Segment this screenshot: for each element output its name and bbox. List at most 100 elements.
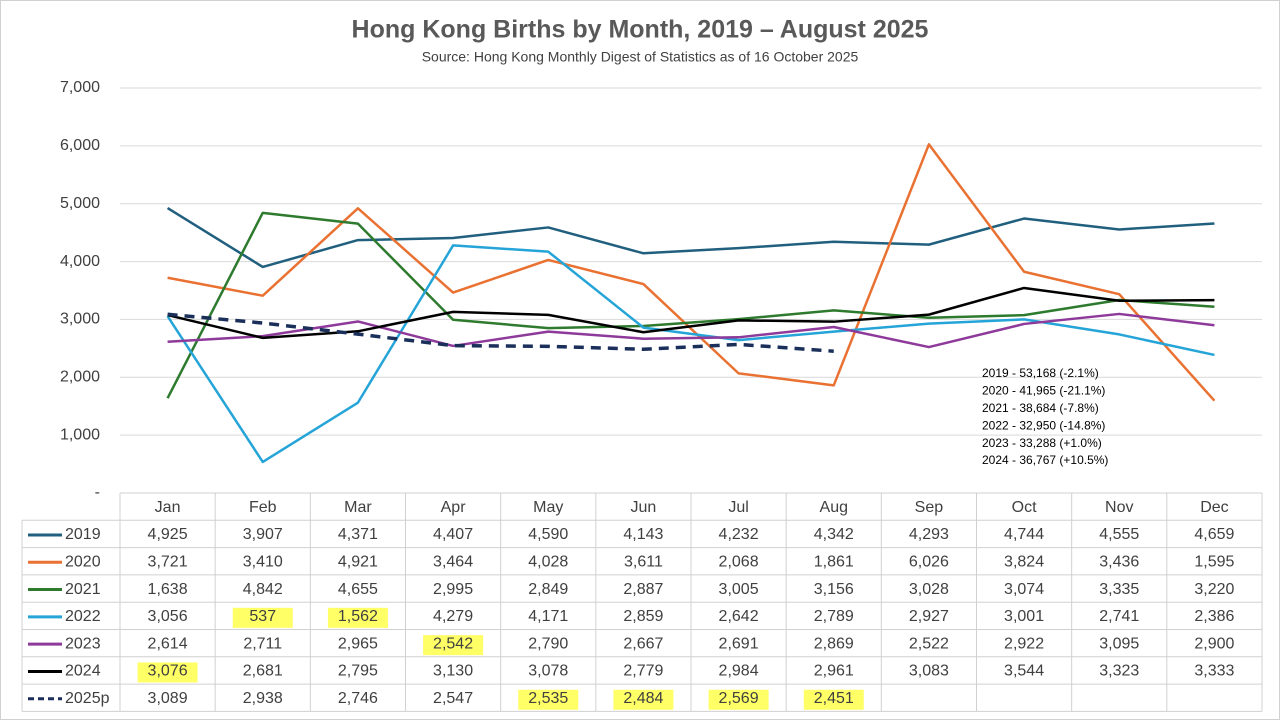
x-tick-label: Mar — [344, 499, 372, 516]
table-cell: 2,741 — [1099, 608, 1139, 625]
table-cell: 3,083 — [909, 663, 949, 680]
table-cell: 2,869 — [814, 635, 854, 652]
table-cell: 3,464 — [433, 553, 473, 570]
table-cell: 3,001 — [1004, 608, 1044, 625]
cell-highlight — [327, 607, 388, 628]
table-cell: 2,484 — [623, 690, 663, 707]
table-cell: 2,667 — [623, 635, 663, 652]
table-cell: 4,842 — [243, 581, 283, 598]
table-cell: 2,522 — [909, 635, 949, 652]
table-cell: 4,925 — [148, 526, 188, 543]
table-cell: 4,028 — [528, 553, 568, 570]
table-cell: 4,555 — [1099, 526, 1139, 543]
table-cell: 2,849 — [528, 581, 568, 598]
table-cell: 4,407 — [433, 526, 473, 543]
annotation: 2022 - 32,950 (-14.8%) — [982, 418, 1105, 432]
table-cell: 4,279 — [433, 608, 473, 625]
x-tick-label: Oct — [1012, 499, 1037, 516]
table-cell: 3,076 — [148, 663, 188, 680]
table-cell: 3,089 — [148, 690, 188, 707]
table-cell: 3,323 — [1099, 663, 1139, 680]
x-tick-label: Dec — [1200, 499, 1228, 516]
table-cell: 3,333 — [1194, 663, 1234, 680]
cell-highlight — [232, 607, 293, 628]
table-cell: 2,451 — [814, 690, 854, 707]
table-cell: 6,026 — [909, 553, 949, 570]
annotation: 2021 - 38,684 (-7.8%) — [982, 401, 1099, 415]
table-cell: 2,927 — [909, 608, 949, 625]
annotation: 2020 - 41,965 (-21.1%) — [982, 384, 1105, 398]
chart-title: Hong Kong Births by Month, 2019 – August… — [352, 16, 929, 44]
x-tick-label: Jun — [631, 499, 657, 516]
x-tick-label: Jan — [155, 499, 181, 516]
table-cell: 1,562 — [338, 608, 378, 625]
table-cell: 4,655 — [338, 581, 378, 598]
series-line — [166, 206, 1215, 269]
table-cell: 3,721 — [148, 553, 188, 570]
table-cell: 3,436 — [1099, 553, 1139, 570]
table-cell: 4,342 — [814, 526, 854, 543]
table-cell: 2,790 — [528, 635, 568, 652]
table-cell: 4,659 — [1194, 526, 1234, 543]
table-cell: 2,965 — [338, 635, 378, 652]
table-cell: 2,984 — [719, 663, 759, 680]
table-cell: 3,335 — [1099, 581, 1139, 598]
x-tick-label: Aug — [820, 499, 848, 516]
table-cell: 3,907 — [243, 526, 283, 543]
y-tick-label: 4,000 — [60, 253, 100, 270]
table-cell: 2,961 — [814, 663, 854, 680]
table-cell: 1,595 — [1194, 553, 1234, 570]
y-tick-label: 3,000 — [60, 311, 100, 328]
legend-label: 2024 — [65, 663, 101, 680]
annotation: 2023 - 33,288 (+1.0%) — [982, 436, 1102, 450]
table-cell: 4,143 — [623, 526, 663, 543]
table-cell: 1,861 — [814, 553, 854, 570]
cell-highlight — [137, 662, 198, 683]
legend-label: 2019 — [65, 526, 101, 543]
table-cell: 2,681 — [243, 663, 283, 680]
y-tick-label: 1,000 — [60, 426, 100, 443]
table-cell: 2,859 — [623, 608, 663, 625]
table-cell: 2,789 — [814, 608, 854, 625]
y-tick-label: - — [95, 484, 100, 501]
cell-highlight — [708, 689, 769, 710]
table-cell: 1,638 — [148, 581, 188, 598]
cell-highlight — [518, 689, 579, 710]
table-cell: 3,824 — [1004, 553, 1044, 570]
table-cell: 2,746 — [338, 690, 378, 707]
table-cell: 3,028 — [909, 581, 949, 598]
table-cell: 2,386 — [1194, 608, 1234, 625]
x-tick-label: Sep — [915, 499, 944, 516]
x-tick-label: Feb — [249, 499, 277, 516]
table-cell: 2,938 — [243, 690, 283, 707]
table-cell: 3,074 — [1004, 581, 1044, 598]
x-tick-label: Nov — [1105, 499, 1133, 516]
table-cell: 3,220 — [1194, 581, 1234, 598]
series-line — [167, 312, 834, 353]
table-cell: 3,544 — [1004, 663, 1044, 680]
legend-label: 2025p — [65, 690, 110, 707]
table-cell: 3,078 — [528, 663, 568, 680]
table-cell: 2,711 — [243, 635, 282, 652]
y-tick-label: 2,000 — [60, 369, 100, 386]
table-cell: 3,611 — [624, 553, 663, 570]
table-cell: 2,995 — [433, 581, 473, 598]
y-tick-label: 5,000 — [60, 195, 100, 212]
table-cell: 2,569 — [719, 690, 759, 707]
x-tick-label: Jul — [728, 499, 748, 516]
table-cell: 2,547 — [433, 690, 473, 707]
table-cell: 4,171 — [528, 608, 568, 625]
table-cell: 4,744 — [1004, 526, 1044, 543]
table-cell: 4,590 — [528, 526, 568, 543]
table-cell: 3,130 — [433, 663, 473, 680]
table-cell: 2,642 — [719, 608, 759, 625]
table-cell: 2,795 — [338, 663, 378, 680]
annotation: 2019 - 53,168 (-2.1%) — [982, 366, 1099, 380]
legend-label: 2020 — [65, 553, 101, 570]
annotation: 2024 - 36,767 (+10.5%) — [982, 453, 1108, 467]
x-tick-label: Apr — [441, 499, 467, 516]
cell-highlight — [803, 689, 864, 710]
table-cell: 3,156 — [814, 581, 854, 598]
